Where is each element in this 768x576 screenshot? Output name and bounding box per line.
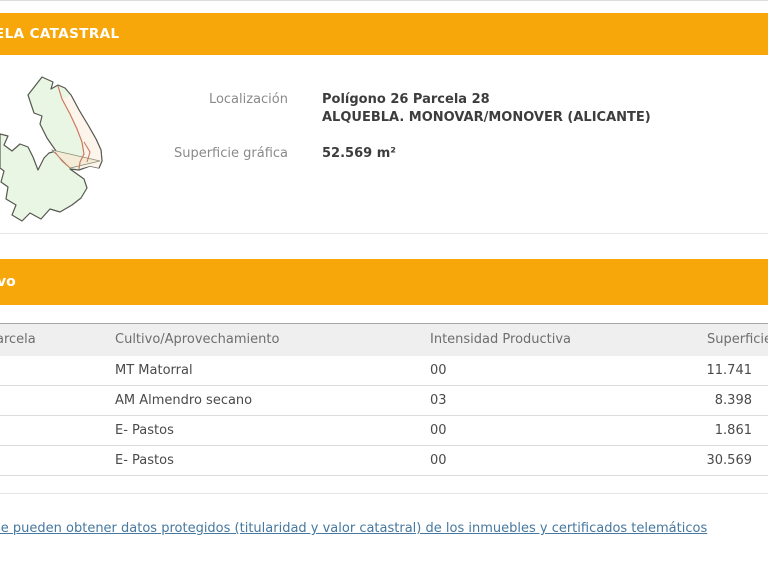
cell-intensidad: 00 <box>430 453 447 468</box>
cell-superficie: 11.741 <box>706 363 753 378</box>
field-value-localizacion-line2: ALQUEBLA. MONOVAR/MONOVER (ALICANTE) <box>322 110 651 125</box>
footer-divider <box>0 493 768 494</box>
cell-intensidad: 03 <box>430 393 447 408</box>
cell-superficie: 1.861 <box>714 423 752 438</box>
cell-intensidad: 00 <box>430 363 447 378</box>
col-header-cultivo: Cultivo/Aprovechamiento <box>115 332 280 347</box>
cultivo-section-header-bar: vo <box>0 259 768 305</box>
col-header-intensidad: Intensidad Productiva <box>430 332 572 347</box>
cell-cultivo: AM Almendro secano <box>115 393 253 408</box>
table-row: AM Almendro secano 03 8.398 <box>0 386 768 416</box>
field-value-localizacion-line1: Polígono 26 Parcela 28 <box>322 92 490 107</box>
cell-superficie: 30.569 <box>706 453 753 468</box>
table-row: E- Pastos 00 1.861 <box>0 416 768 446</box>
field-label-superficie-grafica: Superficie gráfica <box>173 146 288 161</box>
cell-cultivo: E- Pastos <box>115 423 174 438</box>
col-header-superficie: Superficie <box>707 332 768 347</box>
protected-data-link[interactable]: se pueden obtener datos protegidos (titu… <box>0 521 708 536</box>
cell-superficie: 8.398 <box>714 393 752 408</box>
cell-cultivo: E- Pastos <box>115 453 174 468</box>
cell-cultivo: MT Matorral <box>115 363 193 378</box>
table-row: E- Pastos 00 30.569 <box>0 446 768 476</box>
cell-intensidad: 00 <box>430 423 447 438</box>
table-header-row: arcela Cultivo/Aprovechamiento Intensida… <box>0 323 768 356</box>
parcel-outline-map-icon <box>0 76 103 222</box>
cultivo-section-title: vo <box>0 274 16 290</box>
table-row: MT Matorral 00 11.741 <box>0 356 768 386</box>
parcel-map-image <box>0 72 130 230</box>
section-divider <box>0 233 768 234</box>
field-label-localizacion: Localización <box>208 92 288 107</box>
parcel-section-header-bar: ELA CATASTRAL <box>0 13 768 55</box>
col-header-subparcela: arcela <box>0 332 36 347</box>
parcel-section-title: ELA CATASTRAL <box>0 26 120 42</box>
top-hairline <box>0 0 768 1</box>
field-value-superficie-grafica: 52.569 m² <box>322 146 396 161</box>
